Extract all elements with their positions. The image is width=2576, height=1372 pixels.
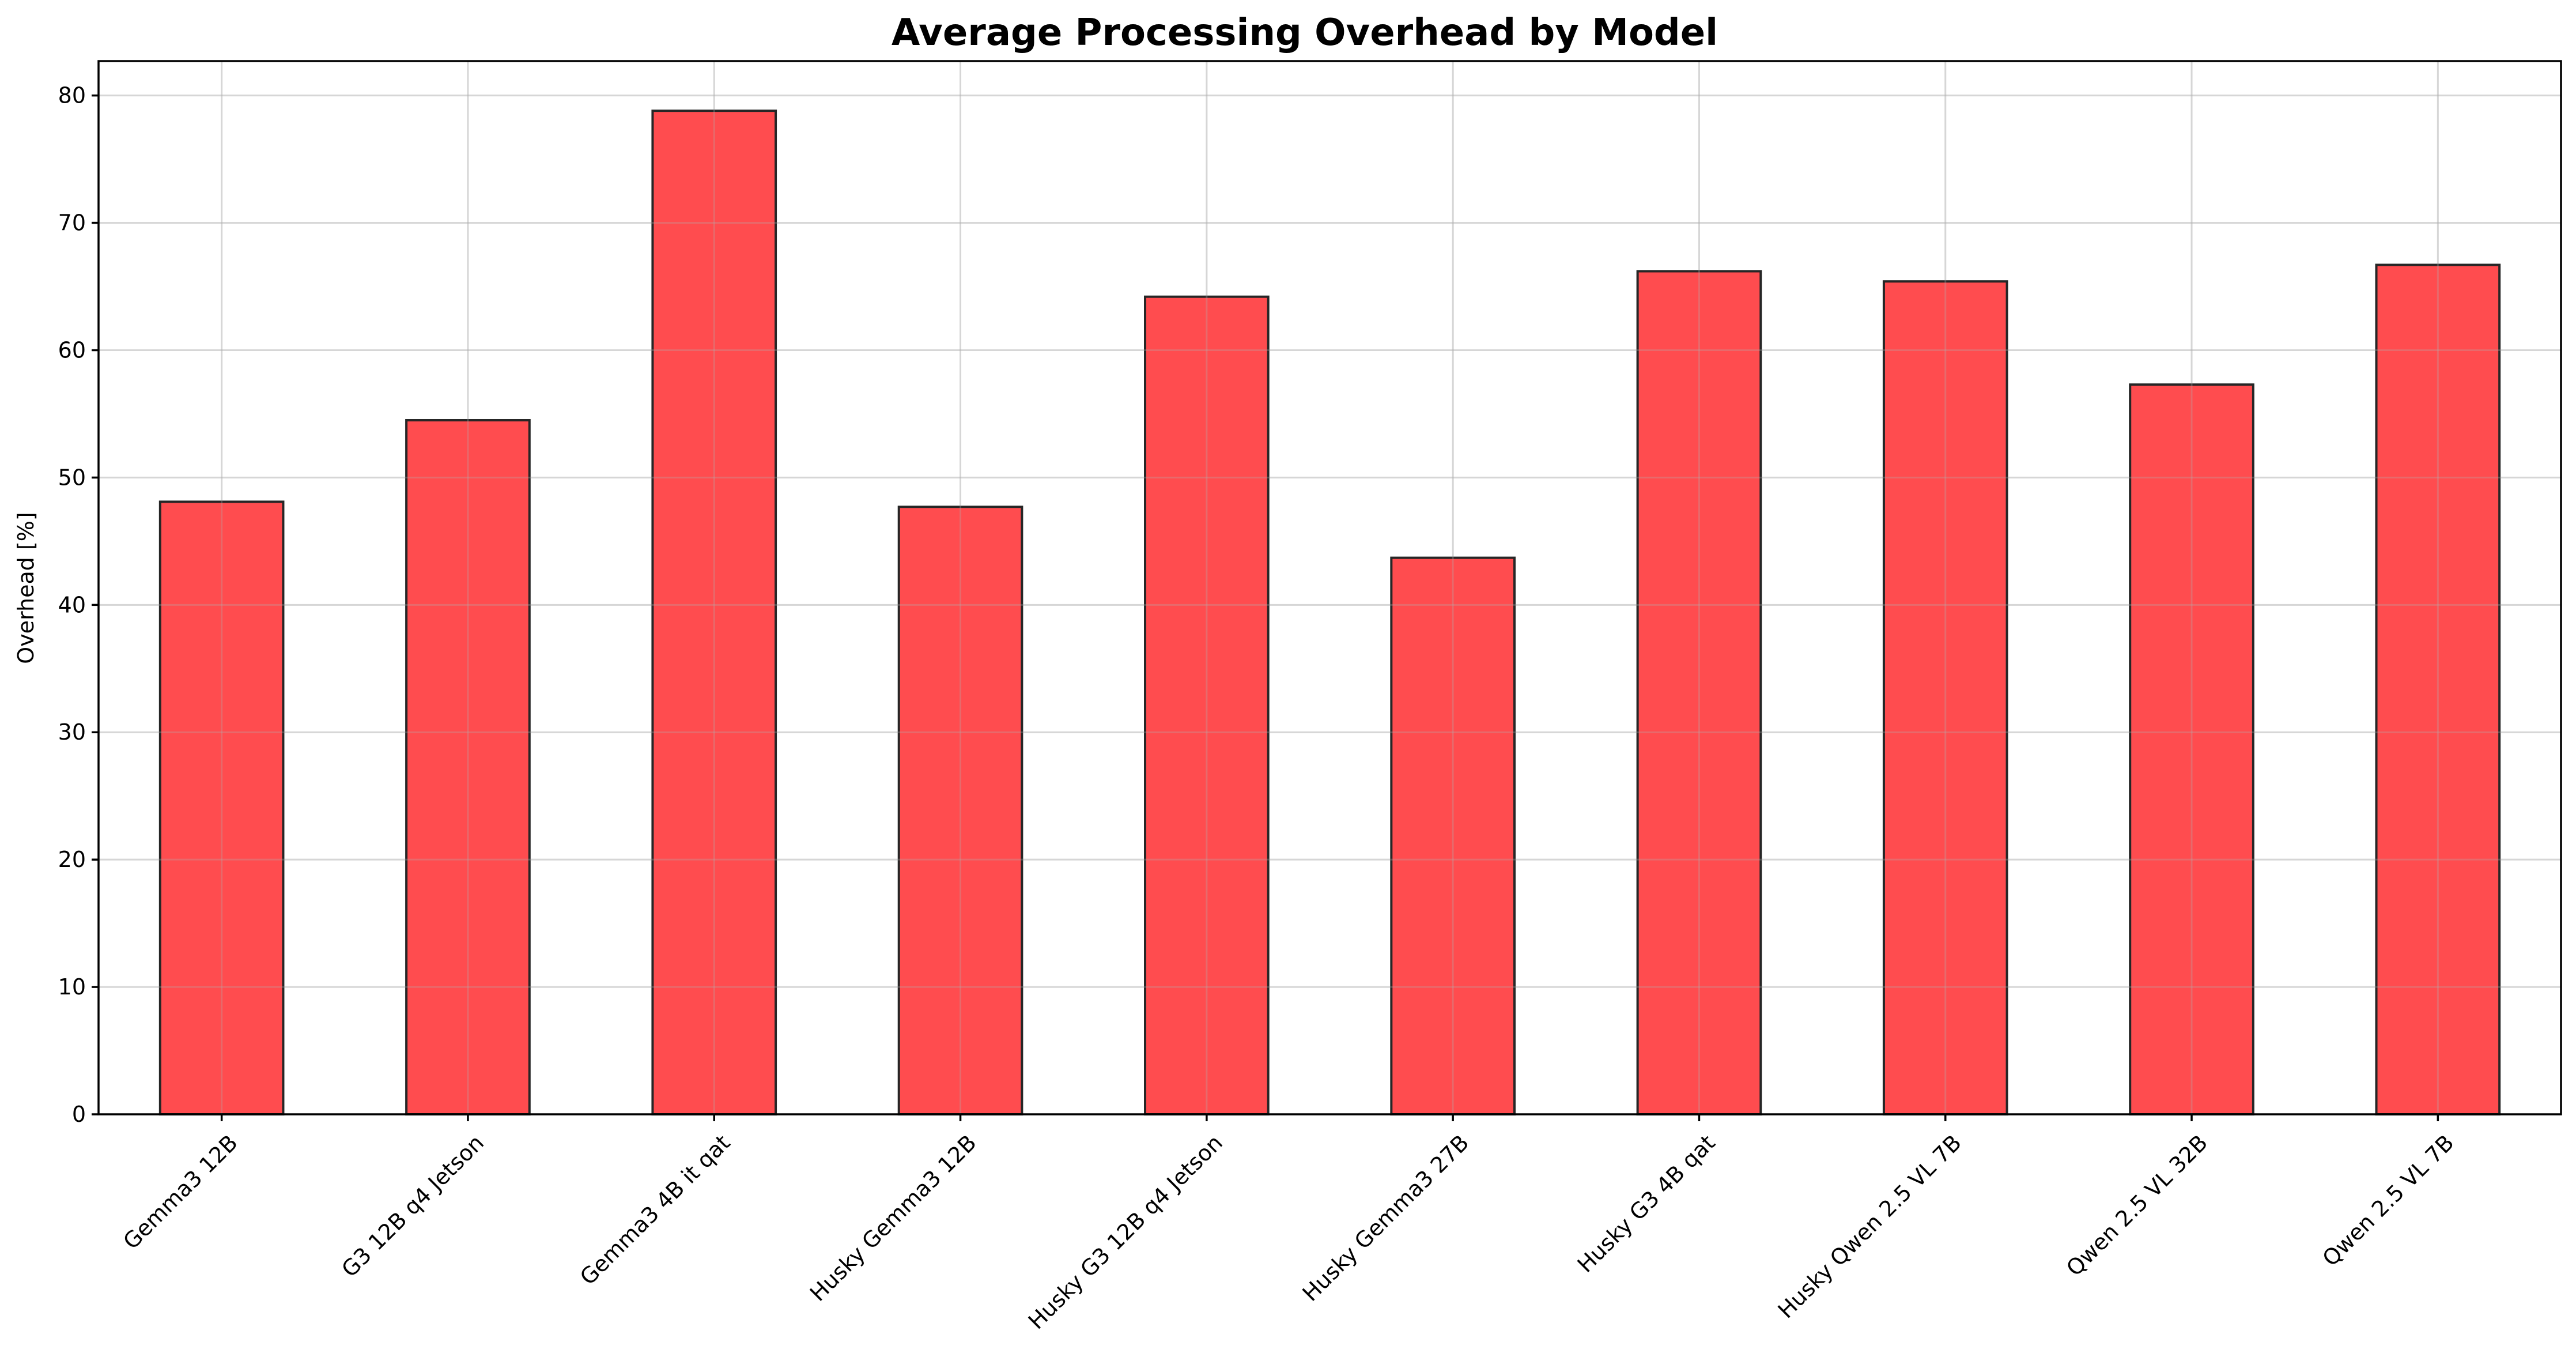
bar: [651, 110, 777, 1115]
x-tick-label: Qwen 2.5 VL 7B: [2317, 1130, 2458, 1271]
y-tick-label: 10: [58, 974, 86, 1000]
y-tick-label: 30: [58, 719, 86, 745]
y-tick-label: 70: [58, 210, 86, 236]
y-tick-label: 80: [58, 83, 86, 108]
y-tick-label: 20: [58, 847, 86, 872]
x-tick-label: Husky G3 4B qat: [1573, 1130, 1720, 1277]
plot-frame: [97, 60, 2562, 1115]
grid-overlay: [99, 61, 2561, 1115]
y-tick-label: 0: [72, 1102, 86, 1127]
bar: [1636, 270, 1762, 1115]
x-tick-label: Gemma3 12B: [118, 1130, 243, 1254]
x-tick-label: Husky Qwen 2.5 VL 7B: [1773, 1130, 1966, 1323]
y-axis-label: Overhead [%]: [13, 512, 39, 664]
y-tick-label: 50: [58, 465, 86, 490]
bar: [897, 506, 1023, 1115]
bar-layer: [99, 61, 2561, 1116]
bar: [2129, 383, 2254, 1115]
y-tick-label: 40: [58, 592, 86, 617]
y-tick-label: 60: [58, 337, 86, 363]
bar: [405, 419, 531, 1115]
x-tick-label: Husky Gemma3 12B: [805, 1130, 981, 1306]
bar: [1144, 295, 1270, 1116]
bar: [158, 500, 285, 1116]
chart-title: Average Processing Overhead by Model: [892, 12, 1718, 54]
x-tick-label: Husky G3 12B q4 Jetson: [1023, 1130, 1227, 1334]
x-tick-label: Husky Gemma3 27B: [1297, 1130, 1474, 1306]
y-axis: 0 10 20 30 40 50 60 70 80: [58, 83, 99, 1127]
x-tick-label: Gemma3 4B it qat: [575, 1130, 735, 1290]
bar: [2375, 263, 2501, 1116]
x-tick-label: G3 12B q4 Jetson: [337, 1130, 489, 1282]
x-tick-label: Qwen 2.5 VL 32B: [2061, 1130, 2212, 1281]
bar: [1882, 280, 2008, 1116]
x-axis: Gemma3 12B G3 12B q4 Jetson Gemma3 4B it q…: [118, 1114, 2459, 1334]
